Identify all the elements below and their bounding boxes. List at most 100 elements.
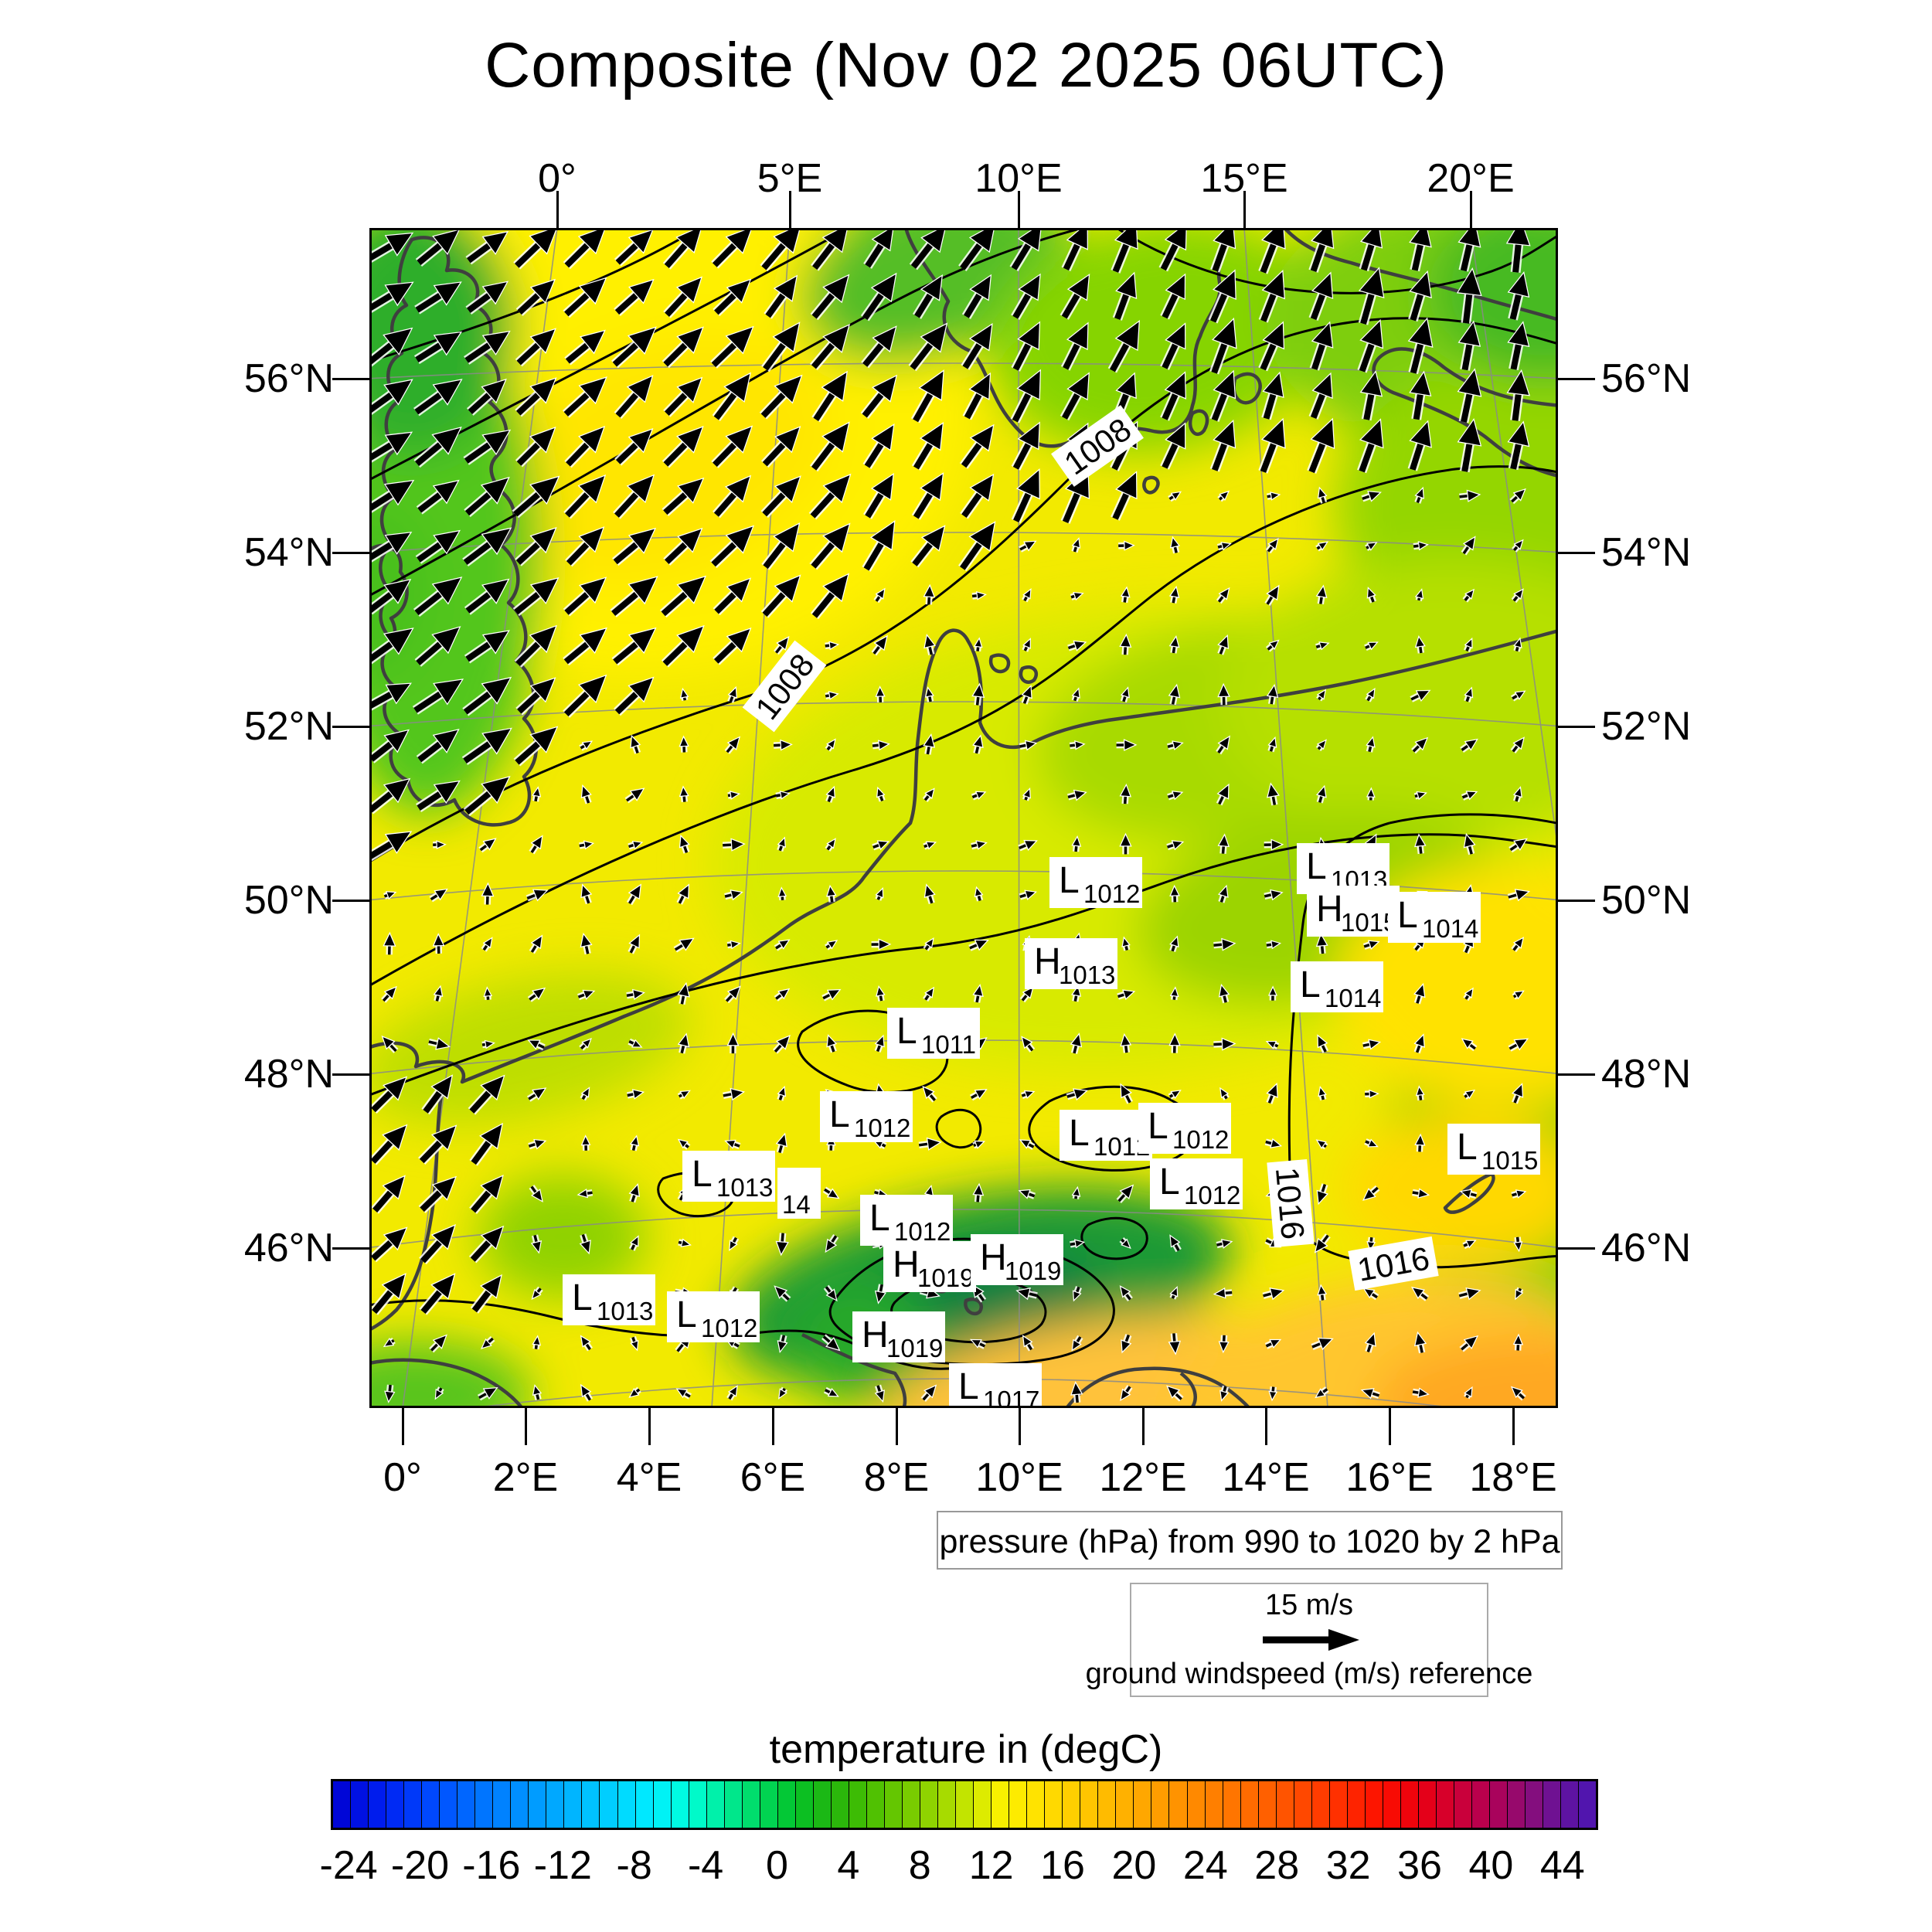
wind-arrow <box>563 474 607 519</box>
wind-arrow <box>1116 1184 1134 1204</box>
wind-arrow <box>823 1284 838 1302</box>
wind-arrow <box>1458 228 1481 272</box>
wind-arrow <box>1267 985 1278 1001</box>
wind-arrow <box>478 838 497 853</box>
wind-arrow <box>1160 371 1186 421</box>
colorbar-segment <box>1258 1781 1277 1828</box>
wind-arrow <box>419 1273 456 1315</box>
wind-arrow <box>1120 1384 1133 1402</box>
wind-arrow <box>961 322 993 370</box>
wind-arrow <box>972 734 984 754</box>
wind-arrow <box>971 791 987 801</box>
wind-arrow <box>1507 321 1530 371</box>
right-axis-tick <box>1558 552 1595 554</box>
bottom-axis-label: 4°E <box>616 1455 682 1500</box>
wind-arrow <box>629 1134 640 1151</box>
wind-arrow <box>872 840 890 851</box>
wind-arrow <box>580 1087 590 1101</box>
wind-arrow <box>1011 421 1040 471</box>
wind-arrow <box>1218 1335 1230 1354</box>
top-axis-tick <box>1470 191 1472 228</box>
wind-arrow <box>825 1234 839 1253</box>
wind-arrow <box>614 229 654 267</box>
svg-text:1013: 1013 <box>716 1173 773 1202</box>
colorbar-segment <box>760 1781 778 1828</box>
wind-arrow <box>1019 540 1037 553</box>
wind-arrow <box>1366 1236 1376 1252</box>
wind-arrow <box>1511 588 1524 604</box>
bottom-axis-tick <box>1389 1408 1391 1445</box>
wind-arrow <box>1120 586 1131 604</box>
wind-arrow <box>777 1085 787 1101</box>
wind-arrow <box>1357 318 1384 373</box>
wind-arrow <box>614 676 655 716</box>
colorbar-segment <box>1098 1781 1117 1828</box>
wind-arrow <box>1266 940 1282 950</box>
wind-arrow <box>677 1138 691 1150</box>
wind-arrow <box>1167 740 1184 750</box>
svg-text:L: L <box>958 1366 979 1407</box>
wind-arrow <box>1317 1284 1328 1301</box>
wind-arrow <box>1356 418 1384 474</box>
bottom-axis-label: 14°E <box>1222 1455 1310 1500</box>
pressure-label-L1013: L 1013 <box>563 1274 655 1325</box>
wind-arrow <box>912 274 944 319</box>
wind-arrow <box>1168 1333 1182 1355</box>
colorbar-tick-label: 24 <box>1182 1843 1228 1888</box>
wind-arrow <box>1307 417 1335 474</box>
wind-arrow <box>481 1039 495 1049</box>
wind-arrow <box>773 739 793 751</box>
wind-arrow <box>973 637 983 652</box>
wind-arrow <box>1166 1385 1184 1402</box>
wind-arrow <box>369 327 413 368</box>
wind-arrow <box>872 740 890 751</box>
pressure-label-L1012: L 1012 <box>1138 1103 1231 1154</box>
colorbar-tick-label: 12 <box>968 1843 1014 1888</box>
right-axis-tick <box>1558 1247 1595 1250</box>
colorbar-segment <box>831 1781 849 1828</box>
wind-arrow <box>679 834 690 854</box>
wind-arrow <box>1464 686 1474 703</box>
wind-arrow <box>528 1138 547 1150</box>
wind-arrow <box>809 323 851 370</box>
wind-arrow <box>1015 1287 1038 1301</box>
wind-arrow <box>1120 1083 1133 1104</box>
wind-arrow <box>662 477 705 517</box>
wind-arrow <box>1412 1188 1430 1199</box>
wind-arrow <box>1060 372 1090 421</box>
wind-arrow <box>416 780 461 813</box>
wind-arrow <box>628 840 644 850</box>
svg-text:L: L <box>829 1094 850 1135</box>
wind-arrow <box>1168 491 1182 502</box>
svg-text:L: L <box>1397 895 1418 936</box>
wind-arrow <box>1071 537 1081 553</box>
bottom-axis-label: 16°E <box>1345 1455 1434 1500</box>
wind-arrow <box>971 840 988 850</box>
colorbar-segment <box>1454 1781 1472 1828</box>
left-axis-label: 46°N <box>243 1226 334 1270</box>
wind-arrow <box>1317 1034 1329 1053</box>
wind-arrow <box>415 229 461 267</box>
colorbar-segment <box>582 1781 600 1828</box>
wind-arrow <box>1219 1385 1230 1402</box>
wind-arrow <box>1066 1088 1088 1101</box>
wind-arrow <box>514 624 557 668</box>
wind-arrow <box>1213 937 1236 951</box>
wind-arrow <box>1409 228 1432 272</box>
wind-arrow <box>1119 633 1132 655</box>
colorbar-segment <box>440 1781 458 1828</box>
wind-arrow <box>862 423 895 470</box>
colorbar-segment <box>635 1781 654 1828</box>
wind-arrow <box>1509 488 1526 505</box>
colorbar-tick-label: 36 <box>1397 1843 1442 1888</box>
bottom-axis-label: 18°E <box>1469 1455 1557 1500</box>
colorbar-segment <box>457 1781 476 1828</box>
wind-arrow <box>777 886 787 901</box>
wind-arrow <box>1407 420 1432 471</box>
wind-arrow <box>1364 1332 1376 1353</box>
contour-label: 1016 <box>1267 1158 1315 1248</box>
bottom-axis-label: 8°E <box>863 1455 930 1500</box>
wind-arrow <box>1111 228 1138 274</box>
